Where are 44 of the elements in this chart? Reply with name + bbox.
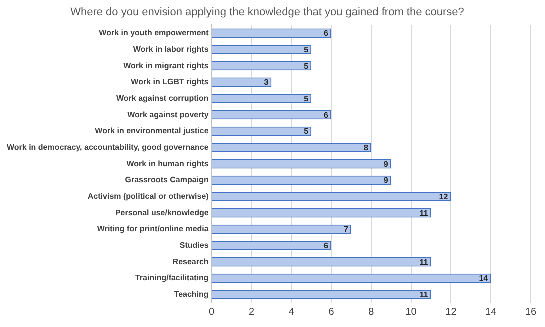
data-label: 11: [420, 208, 429, 218]
data-label: 6: [324, 110, 330, 120]
data-label: 5: [304, 45, 310, 54]
x-tick-label: 8: [368, 306, 375, 318]
y-tick-label: Activism (political or otherwise): [88, 192, 210, 201]
x-tick-label: 14: [486, 306, 498, 318]
data-label: 5: [304, 94, 310, 104]
data-label: 6: [324, 29, 330, 38]
y-tick-label: Personal use/knowledge: [115, 208, 210, 218]
x-tick-label: 6: [328, 306, 335, 318]
data-label: 11: [420, 258, 429, 267]
y-tick-label: Work in migrant rights: [124, 61, 210, 70]
x-tick-label: 0: [209, 306, 216, 318]
x-tick-label: 16: [525, 306, 537, 318]
data-label: 9: [384, 176, 389, 186]
y-tick-label: Work in human rights: [126, 159, 210, 168]
y-tick-label: Work in environmental justice: [95, 126, 210, 136]
data-label: 8: [364, 143, 369, 152]
y-tick-label: Training/facilitating: [135, 274, 209, 283]
y-tick-label: Work in labor rights: [133, 44, 210, 54]
data-label: 3: [264, 78, 270, 88]
x-tick-label: 4: [288, 306, 295, 318]
data-label: 9: [384, 160, 389, 169]
y-tick-label: Research: [172, 257, 209, 266]
y-tick-label: Teaching: [174, 290, 209, 300]
data-label: 6: [324, 242, 330, 251]
data-label: 14: [479, 274, 489, 284]
y-tick-label: Work in democracy, accountability, good governance: [6, 142, 210, 152]
y-tick-label: Work against poverty: [128, 110, 210, 120]
data-label: 5: [304, 127, 310, 136]
x-tick-label: 10: [406, 306, 418, 318]
y-tick-label: Studies: [180, 241, 210, 250]
x-tick-label: 2: [248, 306, 255, 318]
data-label: 7: [344, 225, 350, 234]
chart-title: Where do you envision applying the knowledge that you gained from the course?: [70, 6, 464, 19]
y-tick-label: Writing for print/online media: [97, 224, 210, 234]
y-tick-label: Grassroots Campaign: [125, 176, 209, 185]
y-tick-label: Work against corruption: [116, 94, 209, 103]
y-tick-label: Work in youth empowerment: [99, 28, 210, 38]
data-label: 12: [439, 192, 449, 202]
x-tick-label: 12: [446, 306, 458, 318]
data-label: 5: [304, 62, 310, 71]
data-label: 11: [420, 290, 429, 300]
y-tick-label: Work in LGBT rights: [131, 78, 210, 87]
